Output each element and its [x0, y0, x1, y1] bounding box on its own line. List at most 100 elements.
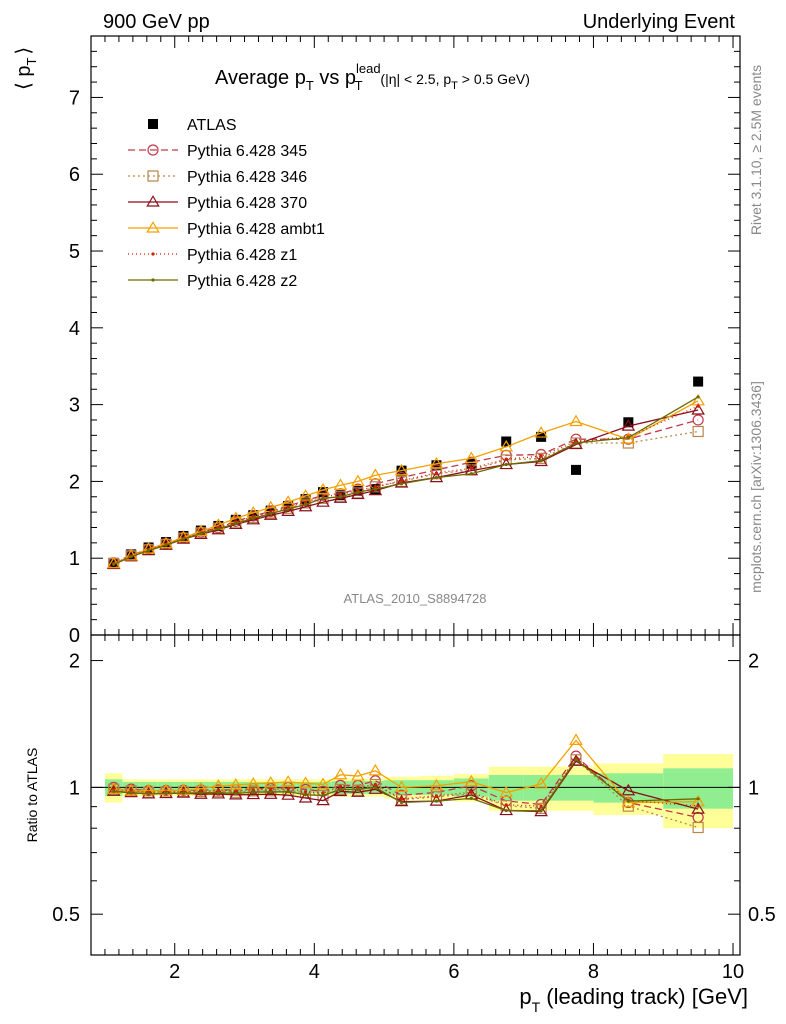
legend-label-ambt1: Pythia 6.428 ambt1 [187, 221, 325, 238]
ratio-point-p370 [281, 788, 295, 800]
ratio-point-z2 [434, 799, 439, 803]
point-z2 [373, 487, 377, 491]
ratio-point-p370 [159, 786, 173, 799]
point-p370 [394, 476, 409, 488]
point-ambt1 [333, 478, 348, 490]
ratio-point-z1 [338, 784, 343, 788]
ratio-y-tick-label: 1 [69, 777, 80, 799]
ratio-point-z1 [303, 789, 308, 794]
point-z2 [696, 395, 700, 399]
point-ambt1 [394, 463, 409, 476]
ratio-point-z2 [338, 787, 343, 791]
point-p370 [569, 437, 583, 450]
ratio-point-z1 [399, 797, 404, 801]
ratio-point-ambt1 [246, 776, 261, 789]
ratio-point-z2 [181, 791, 186, 795]
point-z1 [399, 479, 404, 483]
ratio-point-z2 [286, 790, 290, 794]
series-line-ambt1 [113, 400, 699, 565]
main-y-axis-label: ⟨ pT⟩ [13, 47, 39, 90]
point-atlas [300, 494, 311, 505]
point-ambt1 [298, 489, 313, 501]
point-p345 [692, 414, 704, 426]
point-atlas [178, 530, 189, 541]
ratio-point-ambt1 [124, 783, 138, 796]
point-z1 [338, 492, 343, 497]
point-z2 [574, 441, 578, 445]
y-tick-label: 2 [69, 471, 80, 493]
x-tick-label: 2 [169, 961, 180, 983]
x-tick-label: 4 [309, 961, 320, 983]
point-ambt1 [316, 482, 330, 495]
ratio-point-z2 [146, 792, 151, 796]
point-z2 [303, 502, 308, 507]
point-p346 [692, 425, 704, 438]
point-z2 [269, 512, 273, 516]
ratio-point-z2 [269, 790, 273, 794]
ratio-panel-series [106, 733, 705, 834]
ratio-point-z1 [434, 794, 439, 798]
point-ambt1 [569, 414, 583, 427]
point-z1 [303, 500, 308, 504]
point-z1 [504, 457, 508, 461]
ratio-point-z1 [286, 786, 290, 791]
ratio-point-z1 [469, 790, 473, 794]
ratio-point-p370 [246, 787, 261, 800]
ratio-point-ambt1 [534, 776, 548, 789]
point-z2 [146, 548, 151, 553]
ratio-point-z2 [321, 793, 325, 798]
ratio-point-z1 [539, 804, 543, 808]
rivet-version-label: Rivet 3.1.10, ≥ 2.5M events [748, 65, 764, 235]
point-z2 [129, 555, 133, 559]
ratio-point-z2 [216, 791, 220, 795]
point-z2 [356, 490, 360, 494]
series-line-z1 [113, 405, 699, 565]
legend-marker-z2 [151, 278, 155, 282]
point-p370 [298, 499, 313, 512]
ratio-y-tick-label: 2 [69, 651, 80, 673]
legend-label-z2: Pythia 6.428 z2 [187, 273, 297, 290]
ratio-point-z1 [251, 788, 255, 792]
ratio-point-p370 [316, 793, 330, 806]
main-panel-series [106, 376, 705, 570]
point-z2 [251, 516, 255, 520]
ratio-point-ambt1 [281, 775, 295, 787]
point-ambt1 [534, 426, 548, 438]
ratio-point-p346 [535, 802, 547, 814]
ratio-point-p370 [141, 786, 156, 799]
ratio-point-z2 [574, 758, 578, 762]
x-axis-label: pT (leading track) [GeV] [519, 984, 748, 1015]
point-ambt1 [499, 439, 514, 452]
x-tick-label: 10 [722, 961, 744, 983]
legend-label-atlas: ATLAS [187, 117, 237, 134]
point-ambt1 [351, 474, 365, 487]
legend-marker-p370 [146, 195, 160, 207]
legend-marker-atlas [148, 119, 158, 129]
point-p370 [691, 403, 705, 415]
ratio-point-ambt1 [464, 774, 479, 787]
ratio-point-ambt1 [429, 778, 444, 791]
point-z1 [286, 505, 290, 509]
ratio-point-z2 [373, 785, 377, 789]
point-ambt1 [194, 524, 208, 536]
ratio-y-tick-label-right: 2 [748, 651, 759, 673]
ratio-point-ambt1 [621, 795, 636, 808]
ratio-point-ambt1 [316, 777, 330, 790]
point-z2 [626, 436, 630, 440]
ratio-point-ambt1 [351, 769, 365, 781]
point-z2 [504, 462, 508, 467]
legend-marker-p345 [147, 144, 159, 156]
ratio-point-z2 [356, 787, 360, 791]
ratio-point-ambt1 [499, 785, 514, 798]
ratio-point-p370 [263, 787, 278, 799]
series-line-p345 [113, 419, 699, 564]
ratio-point-z1 [373, 782, 377, 787]
ratio-point-z2 [626, 799, 630, 803]
point-p370 [229, 517, 243, 530]
ratio-point-z2 [164, 791, 168, 796]
ratio-point-ambt1 [569, 733, 583, 745]
point-z2 [234, 522, 238, 526]
point-p346 [369, 481, 381, 493]
ratio-point-z1 [269, 788, 273, 792]
ratio-point-p346 [247, 785, 259, 797]
